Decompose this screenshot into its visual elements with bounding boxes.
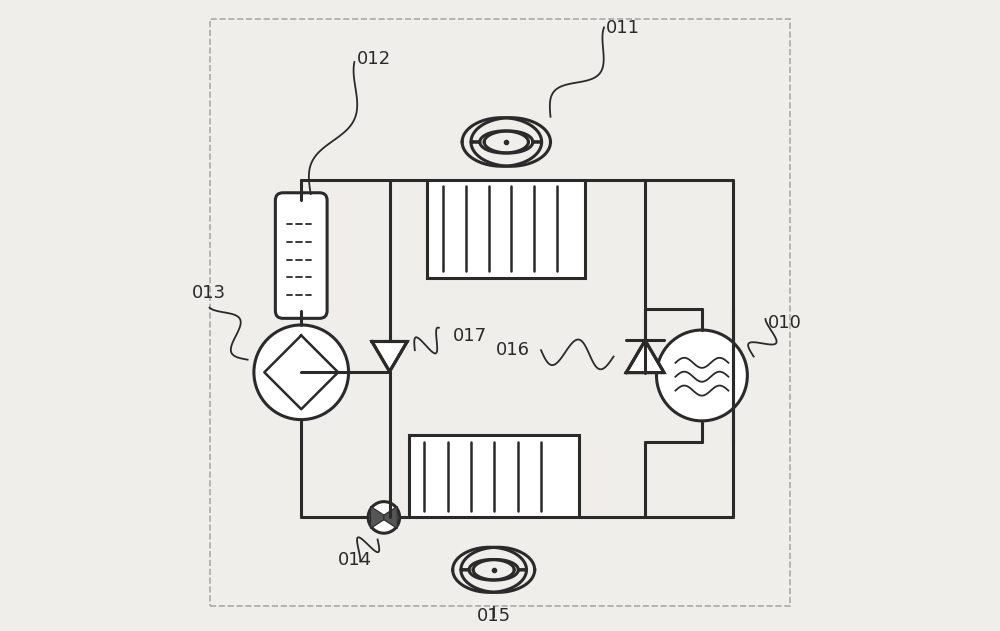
Circle shape — [656, 330, 747, 421]
Text: 013: 013 — [191, 285, 226, 302]
Text: 014: 014 — [338, 551, 372, 569]
Polygon shape — [384, 506, 397, 528]
Text: 011: 011 — [606, 20, 640, 37]
Circle shape — [368, 502, 400, 533]
Circle shape — [254, 325, 349, 420]
FancyBboxPatch shape — [275, 193, 327, 319]
Text: 016: 016 — [496, 341, 530, 359]
Polygon shape — [372, 341, 407, 372]
Text: 017: 017 — [453, 327, 487, 345]
Bar — [409, 435, 579, 517]
Polygon shape — [626, 340, 664, 372]
Text: 015: 015 — [477, 607, 511, 625]
Bar — [427, 180, 585, 278]
Text: 012: 012 — [357, 50, 391, 68]
Text: 010: 010 — [768, 314, 802, 332]
Polygon shape — [370, 506, 384, 528]
